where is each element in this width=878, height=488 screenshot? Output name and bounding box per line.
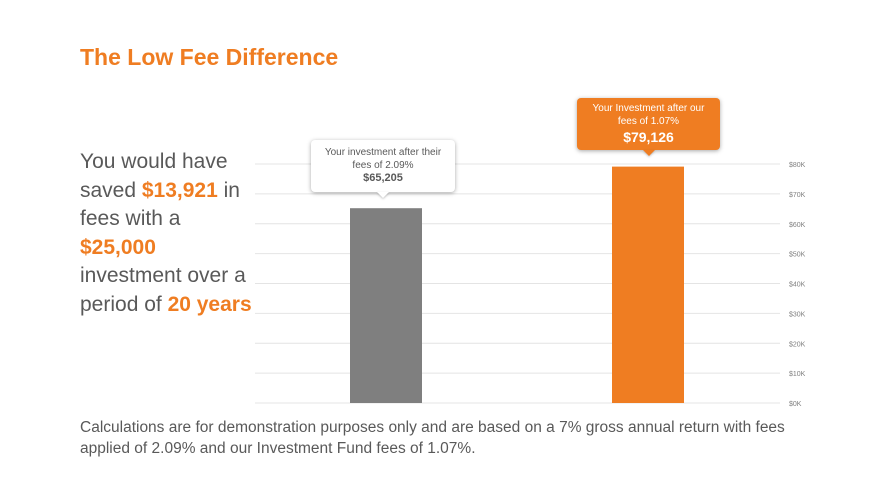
y-tick-label: $10K [789, 371, 806, 378]
bars [350, 166, 684, 403]
y-tick-label: $20K [789, 341, 806, 348]
savings-summary: You would have saved $13,921 in fees wit… [80, 148, 260, 319]
investment-amount: $25,000 [80, 235, 156, 259]
y-tick-label: $30K [789, 311, 806, 318]
savings-amount: $13,921 [141, 178, 218, 202]
y-tick-label: $0K [789, 401, 802, 408]
y-tick-label: $50K [789, 252, 806, 259]
callout-text: Your Investment after our fees of 1.07% [592, 103, 705, 127]
page-title: The Low Fee Difference [80, 44, 339, 70]
y-tick-label: $60K [789, 222, 806, 229]
callout-value: $79,126 [623, 129, 674, 145]
callout-value: $65,205 [363, 172, 403, 184]
y-tick-label: $40K [789, 282, 806, 289]
bar [612, 166, 684, 403]
investment-period: 20 years [167, 292, 252, 316]
bar-label-our-fees: Your Investment after our fees of 1.07% … [577, 98, 720, 150]
disclaimer-text: Calculations are for demonstration purpo… [80, 419, 785, 457]
bar [350, 208, 422, 403]
y-tick-label: $80K [789, 162, 806, 169]
y-tick-label: $70K [789, 192, 806, 199]
summary-text-2: in fees with a [80, 178, 240, 231]
y-axis-tick-labels: $0K $10K $20K $30K $40K $50K $60K $70K $80K [789, 162, 806, 408]
summary-text-1: You would have saved [80, 150, 228, 202]
callout-text: Your investment after their fees of 2.09… [324, 147, 442, 171]
gridlines [255, 163, 780, 404]
bar-label-their-fees: Your investment after their fees of 2.09… [311, 140, 455, 192]
summary-text-3: investment over a period of [80, 264, 246, 316]
